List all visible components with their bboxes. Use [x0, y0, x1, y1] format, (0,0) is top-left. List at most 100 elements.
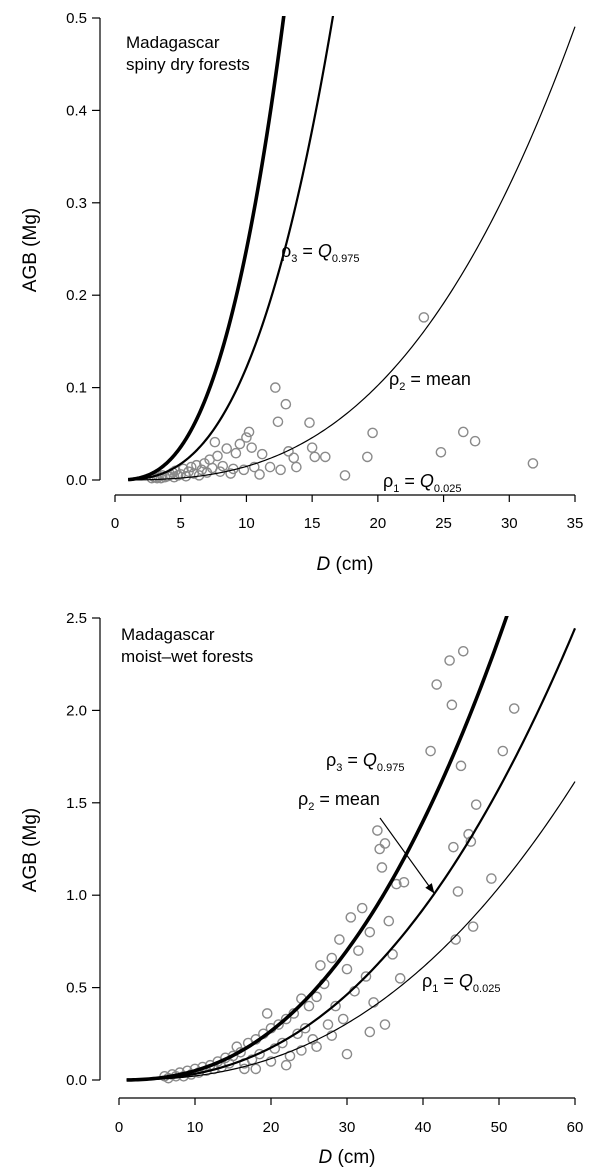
y-tick-label: 0.2 — [66, 287, 87, 304]
data-point — [334, 934, 345, 945]
data-point — [353, 945, 364, 956]
x-tick-label: 40 — [415, 1119, 432, 1136]
data-point — [280, 1059, 292, 1071]
data-point — [238, 464, 250, 476]
data-point — [508, 703, 520, 714]
data-point — [425, 745, 436, 757]
data-point — [303, 1000, 315, 1012]
data-point — [241, 432, 252, 443]
data-point — [265, 1056, 277, 1067]
data-point — [486, 873, 497, 884]
data-point — [337, 1013, 349, 1025]
region-label-line: Madagascar — [121, 625, 215, 644]
data-point — [330, 1000, 341, 1012]
data-point — [256, 448, 268, 460]
y-tick-label: 0.5 — [66, 980, 87, 997]
x-tick-label: 50 — [491, 1119, 508, 1136]
x-tick-label: 10 — [238, 515, 255, 532]
data-point — [270, 382, 281, 393]
y-tick-label: 0.5 — [66, 10, 87, 27]
data-point — [379, 838, 391, 849]
data-point — [264, 461, 276, 473]
x-tick-label: 35 — [567, 515, 584, 532]
curve-line-1 — [128, 26, 576, 481]
data-point — [315, 960, 326, 971]
data-point — [455, 760, 467, 772]
y-tick-label: 0.3 — [66, 195, 87, 212]
data-point — [446, 699, 458, 711]
data-point — [322, 1019, 334, 1030]
x-axis-title: D (cm) — [319, 1147, 376, 1168]
data-point — [341, 963, 353, 975]
data-point — [234, 438, 246, 450]
data-point — [360, 971, 372, 982]
data-point — [230, 447, 242, 459]
x-tick-label: 15 — [304, 515, 321, 532]
data-point — [367, 427, 378, 439]
x-tick-label: 20 — [370, 515, 387, 532]
data-point — [398, 876, 410, 888]
data-point — [379, 1019, 391, 1030]
data-point — [497, 745, 509, 757]
curve-label-3: ρ3 = Q0.975 — [281, 241, 359, 265]
data-point — [304, 417, 315, 429]
data-point — [261, 1008, 273, 1019]
data-point — [249, 461, 260, 473]
curve-label-1: ρ1 = Q0.025 — [422, 971, 500, 995]
chart-panel-1: 0.0 0.1 0.2 0.3 0.4 0.5 0 5 10 15 20 25 30 35 AGB (Mg)… — [20, 10, 584, 575]
data-point — [178, 463, 189, 475]
y-tick-label: 2.5 — [66, 610, 87, 627]
data-point — [246, 442, 257, 453]
data-point — [221, 443, 233, 454]
data-point — [243, 426, 255, 438]
x-tick-label: 30 — [339, 1119, 356, 1136]
data-point — [283, 446, 294, 457]
data-point — [326, 952, 338, 964]
data-point — [450, 934, 461, 945]
curve-label-2: ρ2 = mean — [298, 789, 380, 813]
region-label-line: moist–wet forests — [121, 647, 253, 666]
y-tick-label: 1.5 — [66, 795, 87, 812]
data-point — [273, 1019, 284, 1030]
data-point — [435, 446, 447, 458]
data-point — [231, 1041, 243, 1053]
data-point — [444, 655, 455, 666]
data-point — [457, 426, 469, 438]
data-point — [306, 442, 318, 453]
curve-label-1: ρ1 = Q0.025 — [383, 471, 461, 495]
data-point — [431, 679, 442, 690]
y-tick-label: 1.0 — [66, 887, 87, 904]
data-point — [448, 841, 459, 853]
curve-line-1 — [126, 781, 576, 1081]
data-point — [345, 912, 357, 923]
data-point — [196, 464, 208, 476]
data-point — [469, 435, 481, 447]
y-tick-label: 0.4 — [66, 102, 87, 119]
data-point — [275, 464, 286, 476]
data-point — [212, 450, 223, 462]
data-point — [457, 645, 469, 657]
x-tick-label: 0 — [115, 1119, 123, 1136]
region-label-line: Madagascar — [126, 33, 220, 52]
data-point — [364, 1026, 376, 1038]
data-point — [209, 436, 221, 448]
y-axis-title: AGB (Mg) — [20, 208, 41, 292]
data-point — [254, 469, 265, 480]
data-point — [356, 902, 368, 914]
curve-line-3 — [126, 616, 509, 1082]
data-points — [159, 645, 520, 1084]
data-point — [452, 886, 464, 897]
y-tick-label: 2.0 — [66, 702, 87, 719]
y-tick-label: 0.0 — [66, 1072, 87, 1089]
x-tick-label: 0 — [111, 515, 119, 532]
data-point — [288, 452, 300, 464]
data-point — [272, 416, 284, 428]
y-tick-label: 0.0 — [66, 472, 87, 489]
x-tick-label: 30 — [501, 515, 518, 532]
curve-line-3 — [127, 16, 286, 482]
data-point — [372, 825, 383, 836]
curve-line-2 — [126, 627, 577, 1082]
data-point — [296, 1045, 307, 1056]
data-point — [374, 843, 385, 855]
